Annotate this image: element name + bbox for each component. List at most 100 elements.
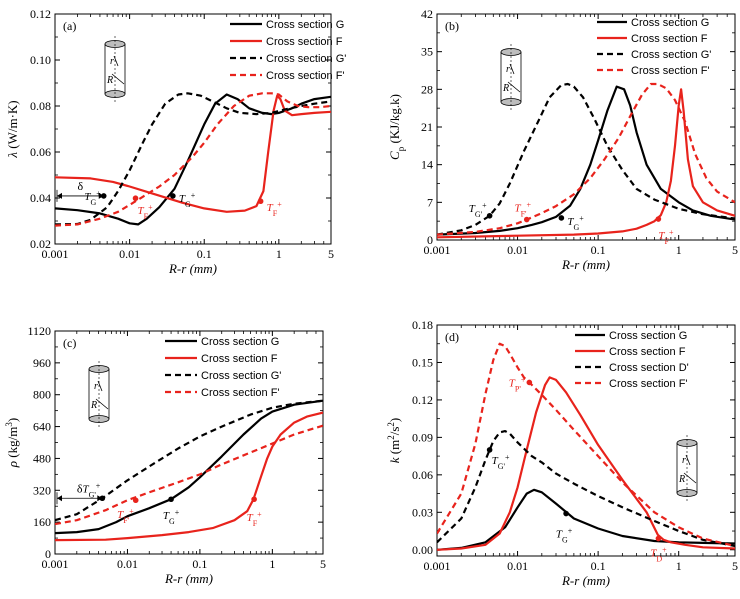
y-axis-label-part: (KJ/kg.k) <box>387 94 402 147</box>
series-group <box>437 342 735 551</box>
y-axis-label-part: 3 <box>4 422 14 427</box>
y-axis-label-part: ρ <box>5 461 20 468</box>
data-marker <box>168 496 174 503</box>
y-axis-label-part: λ <box>5 152 20 159</box>
plot-frame <box>54 13 332 245</box>
inset-r-label: r <box>682 455 686 466</box>
annotation-label: TF'+ <box>117 507 134 525</box>
annotation-part: + <box>277 200 282 209</box>
annotation-part: T <box>650 548 657 560</box>
x-tick-label: 1 <box>269 557 275 571</box>
annotation-label: TF'+ <box>514 200 531 218</box>
inset-r-label: r <box>506 64 510 75</box>
annotation-part: + <box>96 188 101 197</box>
annotation-part: + <box>662 545 667 554</box>
inset-R-label: R <box>90 400 97 411</box>
y-tick-label: 640 <box>33 420 51 434</box>
x-tick-label: 0.01 <box>119 247 140 261</box>
chart-panel-3: 0.001 0.01 0.1 1 5 0 160 320 480 640 800 960 1120 R-r… <box>4 324 326 586</box>
annotation-label: TD+ <box>650 545 667 563</box>
y-tick-label: 0.12 <box>30 7 51 21</box>
series-line-3 <box>55 92 331 226</box>
data-marker <box>558 215 565 221</box>
annotation-part: F <box>273 209 278 218</box>
series-line-1 <box>437 488 735 551</box>
cylinder-radius-r-line <box>509 63 515 75</box>
y-tick-label: 28 <box>421 82 433 96</box>
y-axis-label-part: (m <box>387 440 402 458</box>
x-tick-label: 0.01 <box>117 557 138 571</box>
inset-r-label: r <box>94 381 98 392</box>
annotation-label: TG'+ <box>492 452 510 470</box>
annotation-part: + <box>191 190 196 199</box>
annotation-part: D <box>656 554 662 563</box>
data-marker <box>655 216 662 222</box>
y-tick-label: 0.10 <box>30 53 51 67</box>
annotation-label: TG+ <box>179 190 196 208</box>
inset-R-label: R <box>106 75 113 86</box>
y-axis-label-part: 2 <box>386 435 396 440</box>
annotation-label: TG+ <box>84 188 101 206</box>
data-marker <box>563 510 569 517</box>
data-marker <box>132 195 139 202</box>
annotation-part: F' <box>123 516 129 525</box>
panel-label: (a) <box>63 19 76 33</box>
annotation-part: F <box>665 237 670 246</box>
legend-label-3: Cross section D' <box>609 362 689 374</box>
annotation-part: T <box>509 377 516 389</box>
data-marker <box>257 198 264 205</box>
x-tick-label: 0.01 <box>507 559 528 573</box>
x-tick-label: 1 <box>676 243 682 257</box>
annotation-part: T <box>179 193 186 205</box>
y-tick-label: 320 <box>33 483 51 497</box>
legend: Cross section G Cross section F Cross sect… <box>597 17 711 77</box>
y-tick-label: 960 <box>33 356 51 370</box>
y-tick-label: 0.03 <box>412 505 433 519</box>
cylinder-radius-R-line <box>95 398 109 410</box>
annotation-label: TF+ <box>658 228 674 246</box>
x-tick-label: 1 <box>276 247 282 261</box>
y-tick-label: 0 <box>427 233 433 247</box>
annotation-part: T <box>556 529 563 541</box>
annotation-part: + <box>96 481 101 490</box>
legend: Cross section G Cross section F Cross sect… <box>230 19 346 82</box>
y-axis-label-part: (W/m·K) <box>5 100 20 152</box>
annotation-part: + <box>579 213 584 222</box>
data-marker <box>526 379 533 386</box>
annotation-part: G' <box>475 209 483 218</box>
annotation-part: F' <box>521 209 527 218</box>
legend-label-3: Cross section G' <box>266 53 346 65</box>
y-axis-label-part: (kg/m <box>5 427 20 461</box>
x-axis-label: R-r (mm) <box>168 261 217 276</box>
annotation-part: T <box>658 230 665 242</box>
x-tick-label: 0.001 <box>42 247 69 261</box>
cylinder-inset-icon: rR <box>104 36 126 104</box>
annotation-part: + <box>568 526 573 535</box>
x-tick-label: 5 <box>328 247 334 261</box>
y-tick-label: 0.12 <box>412 393 433 407</box>
y-tick-label: 0.04 <box>30 191 51 205</box>
y-axis-label-part: p <box>396 146 406 151</box>
legend: Cross section G Cross section F Cross sect… <box>575 330 689 390</box>
annotation-part: T <box>138 205 145 217</box>
legend-label-1: Cross section G <box>609 330 687 342</box>
x-tick-label: 0.01 <box>507 243 528 257</box>
y-axis-label: k (m2/s2) <box>386 418 402 464</box>
annotation-part: G' <box>498 461 506 470</box>
y-tick-label: 35 <box>421 45 433 59</box>
y-tick-label: 0.00 <box>412 543 433 557</box>
y-axis-label-part: ) <box>387 418 402 422</box>
delta-arrowhead-left <box>57 495 62 502</box>
annotation-part: G' <box>89 490 97 499</box>
panel-label: (c) <box>63 336 76 350</box>
cylinder-inset-icon: rR <box>500 44 522 112</box>
data-marker <box>170 193 176 199</box>
data-marker <box>100 193 107 199</box>
y-axis-label: Cp (KJ/kg.k) <box>387 94 406 160</box>
annotation-label: TG+ <box>163 508 180 526</box>
annotation-label: TF+ <box>247 510 263 528</box>
annotation-part: + <box>669 228 674 237</box>
legend-label-2: Cross section F <box>266 36 343 48</box>
